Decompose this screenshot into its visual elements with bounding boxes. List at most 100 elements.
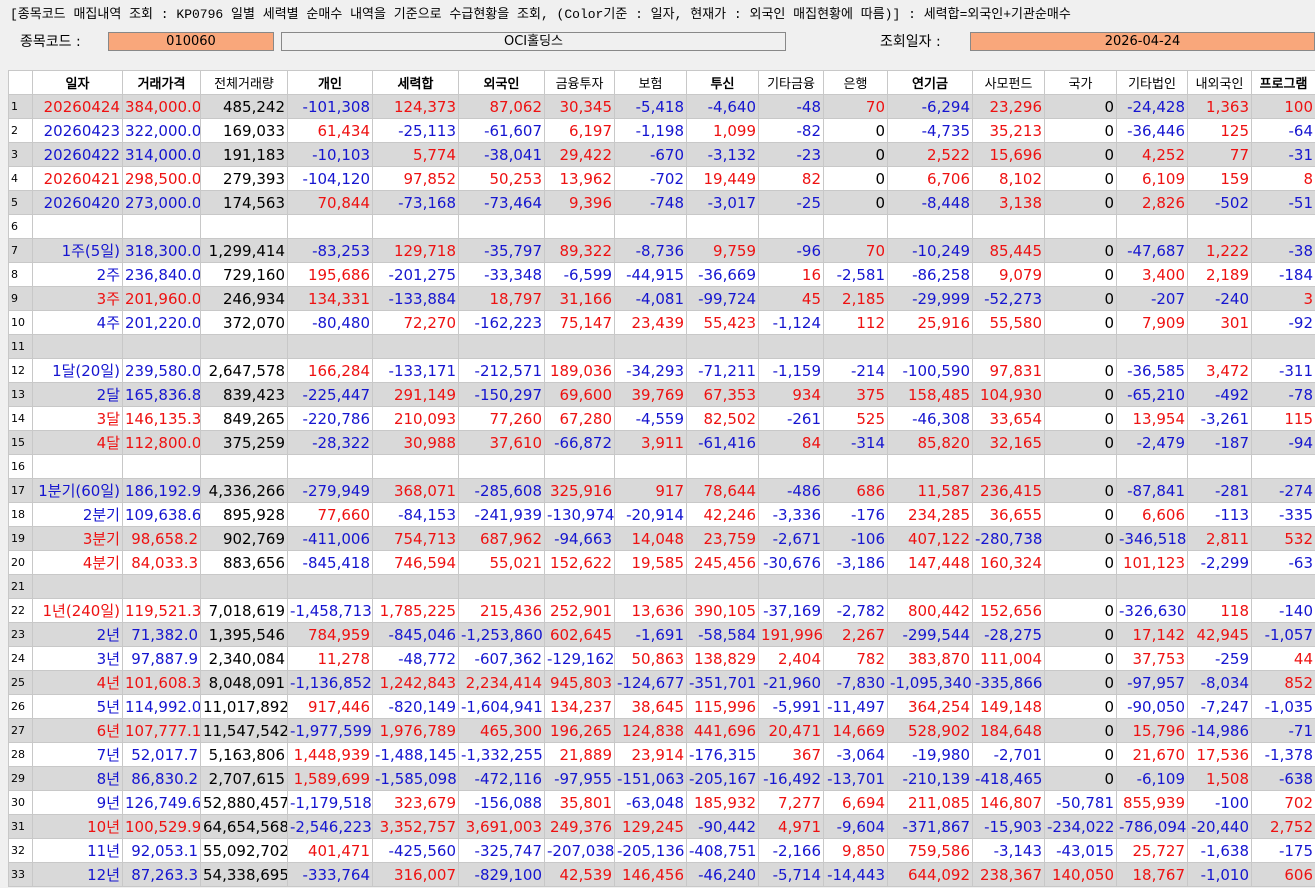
cell: 195,686 [287, 262, 373, 287]
cell: 9,079 [972, 262, 1045, 287]
row-number: 1 [8, 94, 33, 119]
cell [1187, 214, 1252, 239]
cell: 146,456 [614, 862, 687, 887]
row-number: 21 [8, 574, 33, 599]
cell: 9,850 [823, 838, 888, 863]
column-header: 국가 [1044, 70, 1117, 95]
cell: 147,448 [887, 550, 973, 575]
cell: 146,135.3 [122, 406, 201, 431]
cell: 152,622 [544, 550, 615, 575]
cell: -2,581 [823, 262, 888, 287]
name-input[interactable]: OCI홀딩스 [281, 32, 786, 51]
cell [1187, 454, 1252, 479]
cell: 8 [1251, 166, 1315, 191]
row-number: 30 [8, 790, 33, 815]
cell: 759,586 [887, 838, 973, 863]
cell: 0 [1044, 310, 1117, 335]
cell: 0 [823, 190, 888, 215]
cell: -80,480 [287, 310, 373, 335]
cell [544, 574, 615, 599]
code-input[interactable]: 010060 [108, 32, 274, 51]
cell: 11,017,892 [200, 694, 288, 719]
cell: 0 [1044, 190, 1117, 215]
table-row: 2 20260423 322,000.0 169,033 61,434 -25,113 -6… [8, 118, 1315, 143]
cell: 174,563 [200, 190, 288, 215]
cell: -36,669 [686, 262, 759, 287]
cell: 191,996 [758, 622, 824, 647]
cell: 273,000.0 [122, 190, 201, 215]
cell: 42,539 [544, 862, 615, 887]
row-number: 24 [8, 646, 33, 671]
cell: 129,245 [614, 814, 687, 839]
cell: 36,655 [972, 502, 1045, 527]
cell: -1,010 [1187, 862, 1252, 887]
cell: -212,571 [458, 358, 545, 383]
cell: 55,021 [458, 550, 545, 575]
cell: -20,440 [1187, 814, 1252, 839]
cell: 729,160 [200, 262, 288, 287]
cell: 1,242,843 [372, 670, 459, 695]
cell: 606 [1251, 862, 1315, 887]
cell: -87,841 [1116, 478, 1188, 503]
cell: 111,004 [972, 646, 1045, 671]
cell: 0 [823, 166, 888, 191]
cell: -78 [1251, 382, 1315, 407]
cell: 85,820 [887, 430, 973, 455]
cell: 77 [1187, 142, 1252, 167]
cell: 252,901 [544, 598, 615, 623]
cell: 7년 [32, 742, 123, 767]
cell: 25,916 [887, 310, 973, 335]
code-label: 종목코드 : [20, 34, 81, 50]
cell: 13,962 [544, 166, 615, 191]
cell: -5,714 [758, 862, 824, 887]
cell: 55,092,702 [200, 838, 288, 863]
cell: -21,960 [758, 670, 824, 695]
date-label: 조회일자 : [880, 34, 941, 50]
cell: 3,472 [1187, 358, 1252, 383]
cell: -234,022 [1044, 814, 1117, 839]
cell: 9,759 [686, 238, 759, 263]
cell: -299,544 [887, 622, 973, 647]
date-input[interactable]: 2026-04-24 [970, 32, 1315, 51]
cell [1116, 574, 1188, 599]
cell [1251, 574, 1315, 599]
cell: -58,584 [686, 622, 759, 647]
cell: -64 [1251, 118, 1315, 143]
cell: -8,448 [887, 190, 973, 215]
cell: -14,986 [1187, 718, 1252, 743]
cell [758, 574, 824, 599]
row-number: 9 [8, 286, 33, 311]
cell [122, 574, 201, 599]
row-number: 18 [8, 502, 33, 527]
cell: -205,136 [614, 838, 687, 863]
cell: -3,336 [758, 502, 824, 527]
cell: 191,183 [200, 142, 288, 167]
cell [458, 574, 545, 599]
cell: 383,870 [887, 646, 973, 671]
table-row: 32 11년 92,053.1 55,092,702 401,471 -425,560 -3… [8, 838, 1315, 863]
cell: 6년 [32, 718, 123, 743]
cell: -11,497 [823, 694, 888, 719]
cell: 21,670 [1116, 742, 1188, 767]
cell: -829,100 [458, 862, 545, 887]
cell: -280,738 [972, 526, 1045, 551]
cell: 902,769 [200, 526, 288, 551]
cell: 169,033 [200, 118, 288, 143]
header-row: 일자 거래가격 전체거래량 개인 세력합 외국인 금융투자 보험 투신 기타금융 은행 연기금 사모펀드… [8, 70, 1315, 95]
cell [1116, 334, 1188, 359]
cell: 0 [1044, 262, 1117, 287]
cell [823, 574, 888, 599]
cell: -2,671 [758, 526, 824, 551]
cell [458, 334, 545, 359]
table-row: 10 4주 201,220.0 372,070 -80,480 72,270 -162,22… [8, 310, 1315, 335]
table-row: 30 9년 126,749.6 52,880,457 -1,179,518 323,679… [8, 790, 1315, 815]
cell: 465,300 [458, 718, 545, 743]
row-number: 27 [8, 718, 33, 743]
cell: -36,585 [1116, 358, 1188, 383]
row-number: 16 [8, 454, 33, 479]
table-row: 16 [8, 454, 1315, 479]
cell: 1,508 [1187, 766, 1252, 791]
table-row: 5 20260420 273,000.0 174,563 70,844 -73,168 -7… [8, 190, 1315, 215]
cell: 322,000.0 [122, 118, 201, 143]
cell: -124,677 [614, 670, 687, 695]
